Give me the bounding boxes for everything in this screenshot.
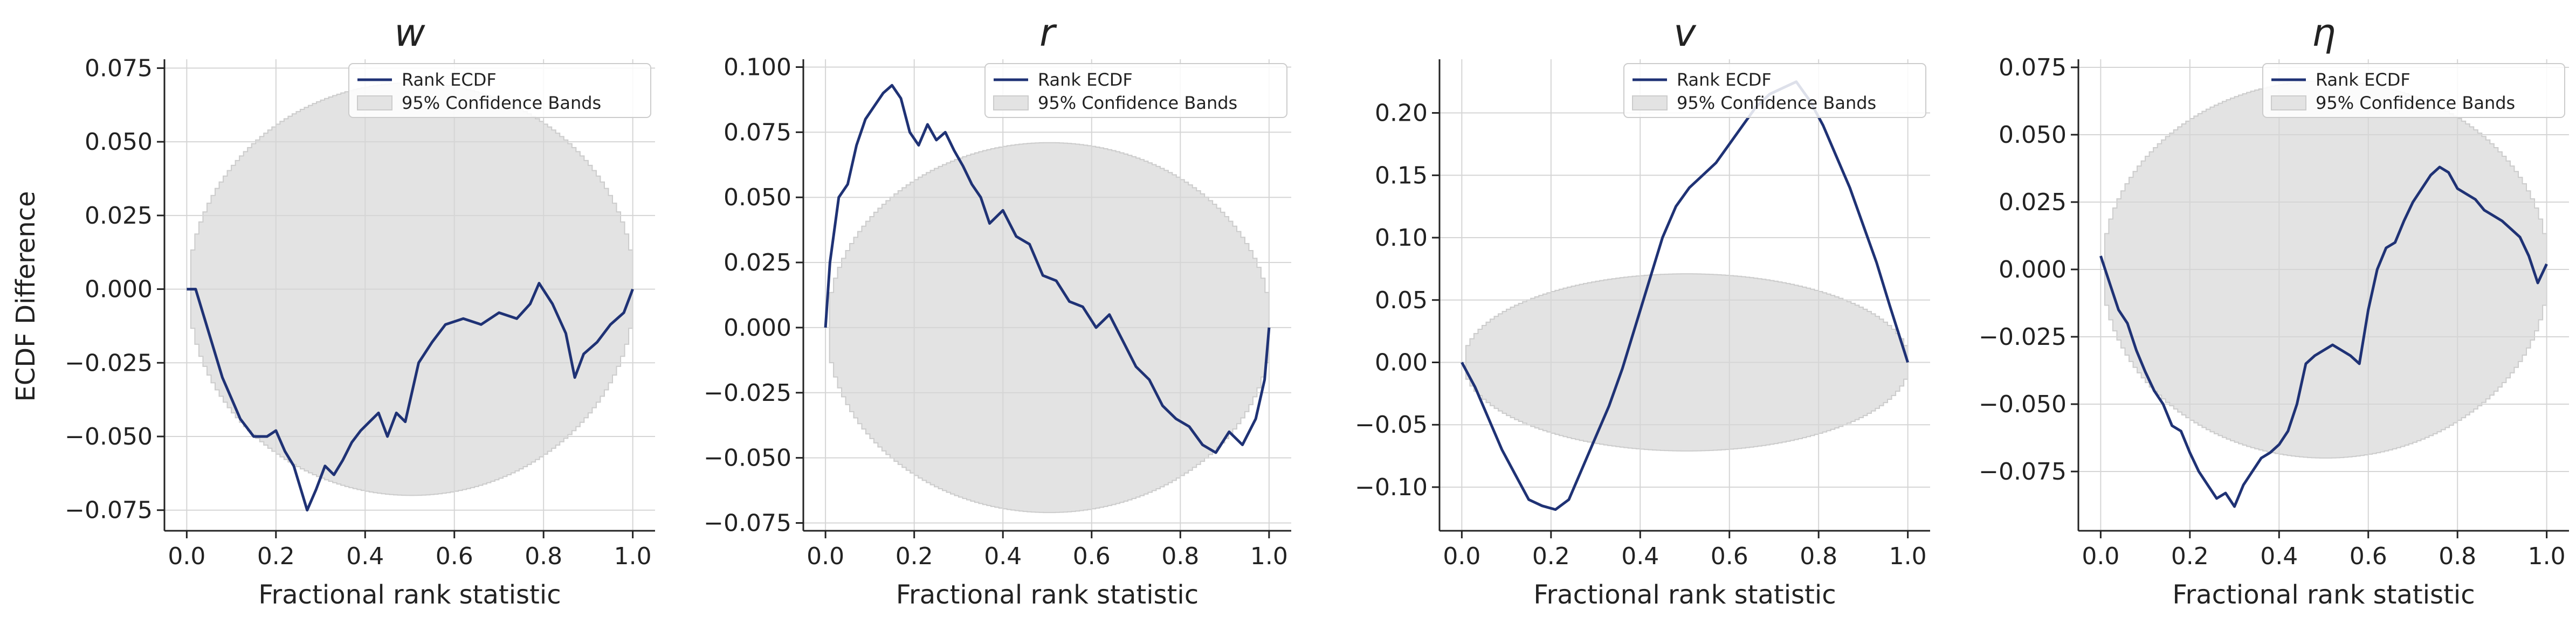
legend-line-label: Rank ECDF xyxy=(1038,70,1133,90)
y-tick-label: −0.075 xyxy=(1979,458,2067,486)
x-tick-label: 0.8 xyxy=(525,543,562,570)
legend-box xyxy=(984,63,1287,118)
x-tick-label: 0.6 xyxy=(1073,543,1111,570)
legend-band-label: 95% Confidence Bands xyxy=(402,93,601,113)
y-tick-label: 0.025 xyxy=(724,249,791,276)
y-tick-label: −0.025 xyxy=(65,349,153,377)
x-tick-label: 0.6 xyxy=(436,543,473,570)
rank-ecdf-line xyxy=(1461,80,1909,511)
y-tick-label: 0.15 xyxy=(1375,162,1428,189)
x-tick-label: 0.8 xyxy=(1161,543,1199,570)
panel-title: r xyxy=(1039,11,1057,55)
x-tick-label: 0.0 xyxy=(807,543,844,570)
x-tick-label: 1.0 xyxy=(1889,543,1927,570)
y-tick-label: 0.050 xyxy=(1999,121,2067,149)
x-tick-label: 0.4 xyxy=(1621,543,1659,570)
legend-line-label: Rank ECDF xyxy=(1677,70,1772,90)
legend-box xyxy=(2262,63,2565,118)
y-tick-label: −0.050 xyxy=(1979,391,2067,418)
y-tick-label: −0.05 xyxy=(1355,411,1428,439)
legend-band-label: 95% Confidence Bands xyxy=(1038,93,1237,113)
x-tick-label: 0.2 xyxy=(2171,543,2209,570)
rank-ecdf-line xyxy=(187,282,634,512)
y-tick-label: 0.20 xyxy=(1375,100,1428,127)
legend-band-swatch xyxy=(357,95,392,110)
chart-panels: 0.0 0.2 0.4 0.6 0.8 1.0−0.075−0.050−0.0250.00… xyxy=(65,11,2569,610)
y-tick-label: 0.075 xyxy=(85,54,153,82)
x-tick-label: 0.8 xyxy=(1800,543,1837,570)
legend-line-label: Rank ECDF xyxy=(2316,70,2410,90)
y-tick-label: 0.00 xyxy=(1375,349,1428,377)
x-axis-label: Fractional rank statistic xyxy=(896,580,1199,610)
x-tick-label: 0.0 xyxy=(2082,543,2119,570)
x-tick-label: 0.6 xyxy=(2350,543,2387,570)
legend-band-swatch xyxy=(993,95,1029,110)
chart-panel-3: 0.0 0.2 0.4 0.6 0.8 1.0 −0.10 −0.05 0.00 0.05 0.10… xyxy=(1355,11,1930,610)
y-tick-label: 0.100 xyxy=(724,54,791,81)
x-tick-label: 0.4 xyxy=(346,543,384,570)
rank-ecdf-line xyxy=(824,84,1271,454)
x-tick-label: 0.8 xyxy=(2439,543,2476,570)
chart-panel-1: 0.0 0.2 0.4 0.6 0.8 1.0 −0.075 −0.050 −0.025 0.00… xyxy=(65,11,655,610)
legend-band-swatch xyxy=(2271,95,2306,110)
x-tick-label: 1.0 xyxy=(614,543,652,570)
y-tick-label: 0.000 xyxy=(85,276,153,303)
legend-band-swatch xyxy=(1632,95,1668,110)
y-tick-label: 0.000 xyxy=(724,314,791,342)
y-tick-label: 0.050 xyxy=(724,184,791,211)
y-tick-label: 0.050 xyxy=(85,128,153,156)
x-axis-label: Fractional rank statistic xyxy=(2172,580,2475,610)
x-tick-label: 0.0 xyxy=(168,543,205,570)
x-tick-label: 0.2 xyxy=(257,543,295,570)
x-tick-label: 0.6 xyxy=(1711,543,1748,570)
panel-title: w xyxy=(394,11,425,55)
y-axis-label: ECDF Difference xyxy=(11,191,41,401)
rank-ecdf-line xyxy=(2099,165,2548,508)
x-tick-label: 0.2 xyxy=(896,543,933,570)
y-tick-label: −0.075 xyxy=(65,497,153,524)
chart-panel-2: 0.0 0.2 0.4 0.6 0.8 1.0 −0.075 −0.050 −0.025 0.00… xyxy=(704,11,1291,610)
x-tick-label: 0.4 xyxy=(984,543,1022,570)
x-tick-label: 1.0 xyxy=(2528,543,2566,570)
legend-box xyxy=(348,63,651,118)
x-axis-label: Fractional rank statistic xyxy=(258,580,561,610)
y-tick-label: 0.05 xyxy=(1375,287,1428,314)
panel-title: η xyxy=(2312,11,2336,55)
x-tick-label: 0.0 xyxy=(1443,543,1480,570)
y-tick-label: 0.025 xyxy=(85,202,153,230)
y-tick-label: −0.025 xyxy=(1979,323,2067,351)
y-tick-label: −0.075 xyxy=(704,509,791,537)
x-tick-label: 1.0 xyxy=(1250,543,1288,570)
legend-band-label: 95% Confidence Bands xyxy=(2316,93,2515,113)
y-tick-label: 0.000 xyxy=(1999,256,2067,283)
legend-box xyxy=(1623,63,1926,118)
panel-title: v xyxy=(1673,11,1697,55)
y-tick-label: −0.10 xyxy=(1355,474,1428,501)
x-axis-label: Fractional rank statistic xyxy=(1533,580,1836,610)
chart-panel-4: 0.0 0.2 0.4 0.6 0.8 1.0 −0.075 −0.050 −0.025 0.00… xyxy=(1979,11,2569,610)
x-tick-label: 0.2 xyxy=(1532,543,1570,570)
y-tick-label: 0.075 xyxy=(724,119,791,146)
legend-band-label: 95% Confidence Bands xyxy=(1677,93,1876,113)
y-tick-label: −0.025 xyxy=(704,379,791,407)
legend-line-label: Rank ECDF xyxy=(402,70,497,90)
y-tick-label: 0.10 xyxy=(1375,224,1428,252)
y-tick-label: −0.050 xyxy=(65,423,153,450)
y-tick-label: −0.050 xyxy=(704,445,791,472)
y-tick-label: 0.075 xyxy=(1999,54,2067,81)
x-tick-label: 0.4 xyxy=(2260,543,2298,570)
y-tick-label: 0.025 xyxy=(1999,189,2067,216)
